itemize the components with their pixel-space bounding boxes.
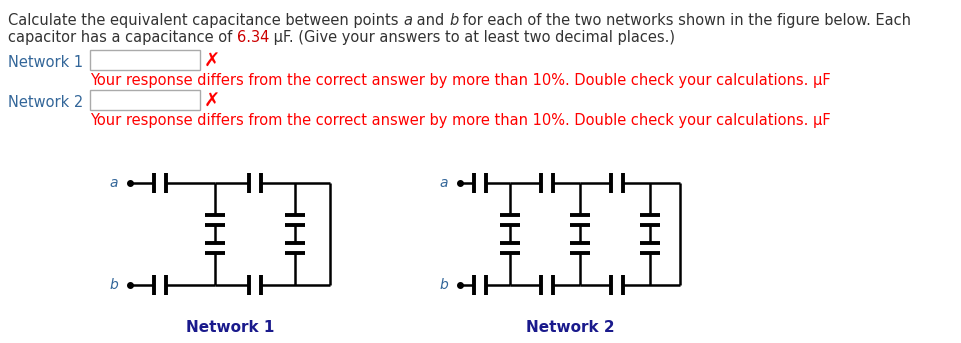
- Text: ✗: ✗: [204, 52, 220, 71]
- Text: for each of the two networks shown in the figure below. Each: for each of the two networks shown in th…: [458, 13, 911, 28]
- Text: a: a: [110, 176, 118, 190]
- Text: μF. (Give your answers to at least two decimal places.): μF. (Give your answers to at least two d…: [269, 30, 676, 45]
- Text: Network 1: Network 1: [8, 55, 83, 70]
- Text: Network 1: Network 1: [185, 320, 274, 335]
- FancyBboxPatch shape: [90, 50, 200, 70]
- Text: a: a: [403, 13, 412, 28]
- Text: 6.34: 6.34: [236, 30, 269, 45]
- Text: b: b: [449, 13, 458, 28]
- Text: capacitor has a capacitance of: capacitor has a capacitance of: [8, 30, 236, 45]
- Text: Your response differs from the correct answer by more than 10%. Double check you: Your response differs from the correct a…: [90, 73, 830, 88]
- Text: and: and: [412, 13, 449, 28]
- Text: a: a: [439, 176, 448, 190]
- Text: Network 2: Network 2: [8, 95, 84, 110]
- Text: Your response differs from the correct answer by more than 10%. Double check you: Your response differs from the correct a…: [90, 113, 830, 128]
- FancyBboxPatch shape: [90, 90, 200, 110]
- Text: ✗: ✗: [204, 92, 220, 111]
- Text: b: b: [439, 278, 448, 292]
- Text: Calculate the equivalent capacitance between points: Calculate the equivalent capacitance bet…: [8, 13, 403, 28]
- Text: Network 2: Network 2: [526, 320, 614, 335]
- Text: b: b: [110, 278, 118, 292]
